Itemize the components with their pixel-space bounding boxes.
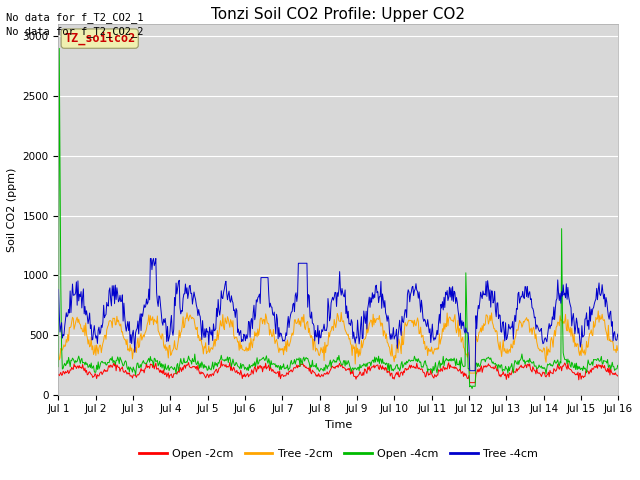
Tree -4cm (466, 368, 474, 373)
Tree -2cm (209, 347, 216, 352)
Tree -4cm (614, 335, 622, 340)
X-axis label: Time: Time (325, 420, 352, 430)
Open -2cm (179, 367, 187, 373)
Tree -2cm (122, 342, 130, 348)
Open -4cm (210, 366, 218, 372)
Tree -2cm (423, 343, 431, 349)
Text: No data for f_T2_CO2_1: No data for f_T2_CO2_1 (6, 12, 144, 23)
Tree -4cm (408, 289, 415, 295)
Line: Open -2cm: Open -2cm (58, 361, 618, 383)
Open -2cm (614, 372, 622, 378)
Legend: Open -2cm, Tree -2cm, Open -4cm, Tree -4cm: Open -2cm, Tree -2cm, Open -4cm, Tree -4… (134, 444, 543, 463)
Open -4cm (123, 365, 131, 371)
Open -4cm (54, 364, 62, 370)
Tree -4cm (210, 321, 218, 327)
Line: Tree -2cm: Tree -2cm (58, 311, 618, 373)
Open -2cm (218, 358, 225, 364)
Open -4cm (56, 46, 63, 51)
Open -2cm (466, 380, 474, 385)
Line: Tree -4cm: Tree -4cm (58, 259, 618, 371)
Tree -4cm (65, 307, 72, 312)
Tree -4cm (122, 328, 130, 334)
Tree -4cm (54, 287, 62, 292)
Open -4cm (65, 359, 73, 365)
Tree -2cm (179, 314, 187, 320)
Tree -2cm (406, 318, 414, 324)
Tree -4cm (424, 317, 431, 323)
Tree -2cm (54, 348, 62, 354)
Line: Open -4cm: Open -4cm (58, 48, 618, 389)
Open -2cm (65, 371, 72, 376)
Open -4cm (408, 358, 415, 363)
Open -4cm (424, 369, 431, 374)
Tree -4cm (180, 291, 188, 297)
Tree -2cm (65, 338, 72, 344)
Tree -2cm (614, 347, 622, 353)
Open -4cm (180, 355, 188, 361)
Open -2cm (424, 369, 431, 374)
Open -4cm (468, 386, 476, 392)
Open -2cm (209, 371, 216, 377)
Tree -2cm (466, 370, 474, 376)
Open -2cm (54, 372, 62, 377)
Text: TZ_soilco2: TZ_soilco2 (64, 32, 135, 45)
Tree -4cm (147, 256, 154, 262)
Y-axis label: Soil CO2 (ppm): Soil CO2 (ppm) (7, 168, 17, 252)
Open -2cm (408, 362, 415, 368)
Title: Tonzi Soil CO2 Profile: Upper CO2: Tonzi Soil CO2 Profile: Upper CO2 (211, 7, 465, 22)
Open -2cm (122, 369, 130, 375)
Open -4cm (614, 364, 622, 370)
Text: No data for f_T2_CO2_2: No data for f_T2_CO2_2 (6, 26, 144, 37)
Tree -2cm (595, 308, 602, 314)
